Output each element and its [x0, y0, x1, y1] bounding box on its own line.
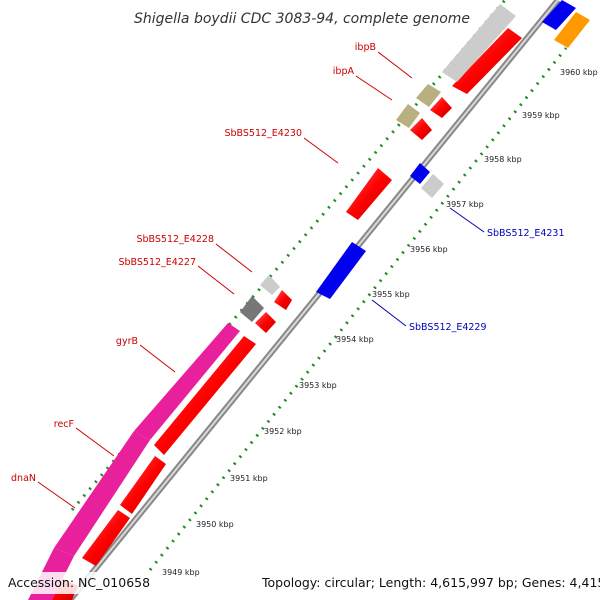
leader-ibpB — [377, 51, 413, 79]
reverse-genes — [316, 0, 590, 299]
gene-arrow-red-top — [452, 28, 522, 94]
gene-arrow-red-2 — [120, 456, 166, 514]
tick-3950: 3950 kbp — [196, 520, 234, 529]
gene-arrow-red-ibpA — [410, 118, 432, 140]
gene-arrow-red-3 — [82, 510, 130, 566]
gene-arrow-blue-top — [542, 0, 576, 30]
gene-arrow-red-gyrB — [154, 336, 256, 455]
tick-3960: 3960 kbp — [560, 68, 598, 77]
label-dnaN: dnaN — [11, 473, 36, 484]
gene-arrow-magenta-gyrB — [134, 323, 240, 440]
genome-title: Shigella boydii CDC 3083-94, complete ge… — [134, 11, 470, 27]
gene-arrow-olive-ibpB — [416, 84, 441, 107]
label-gyrB: gyrB — [116, 336, 138, 347]
forward-gene-labels: ibpB ibpA SbBS512_E4230 SbBS512_E4228 Sb… — [11, 42, 376, 484]
dotted-guide-outer — [70, 0, 507, 511]
leader-e4231 — [449, 207, 485, 233]
genome-backbone — [67, 0, 561, 600]
gene-arrow-magenta-recF — [54, 431, 150, 556]
leader-dnaN — [37, 481, 76, 509]
dotted-guide-inner — [148, 47, 568, 571]
topology-background — [256, 572, 596, 594]
tick-3958: 3958 kbp — [484, 155, 522, 164]
label-e4229: SbBS512_E4229 — [409, 322, 487, 333]
tick-3955: 3955 kbp — [372, 290, 410, 299]
gene-arrow-red-e4227 — [255, 312, 276, 333]
tick-3953: 3953 kbp — [299, 381, 337, 390]
leader-e4228 — [215, 243, 253, 273]
gene-arrow-orange-top — [554, 12, 590, 48]
gene-arrow-darkgray-e4227 — [240, 296, 264, 322]
leader-e4229 — [371, 299, 407, 327]
leader-lines — [37, 51, 485, 509]
label-e4230: SbBS512_E4230 — [224, 128, 302, 139]
accession-text: Accession: NC_010658 — [8, 575, 150, 590]
leader-e4227 — [197, 265, 235, 295]
tick-3956: 3956 kbp — [410, 245, 448, 254]
gene-arrow-blue-e4229 — [316, 242, 366, 299]
tick-3952: 3952 kbp — [264, 427, 302, 436]
forward-genes — [28, 4, 522, 600]
gene-arrow-gray-top — [442, 4, 516, 82]
gene-arrow-gray-e4231 — [421, 174, 444, 198]
gene-arrow-red-e4230 — [346, 168, 392, 220]
label-e4228: SbBS512_E4228 — [136, 234, 214, 245]
gene-arrow-olive-ibpA — [396, 104, 420, 128]
label-ibpB: ibpB — [355, 42, 376, 53]
tick-3957: 3957 kbp — [446, 200, 484, 209]
leader-recF — [75, 427, 115, 457]
leader-e4230 — [303, 137, 339, 164]
gene-arrow-red-e4228 — [274, 290, 292, 310]
reverse-gene-labels: SbBS512_E4231 SbBS512_E4229 — [409, 228, 565, 333]
tick-3954: 3954 kbp — [336, 335, 374, 344]
topology-text: Topology: circular; Length: 4,615,997 bp… — [261, 575, 600, 590]
dotted-guides — [70, 0, 568, 571]
label-e4231: SbBS512_E4231 — [487, 228, 565, 239]
tick-3951: 3951 kbp — [230, 474, 268, 483]
tick-3949: 3949 kbp — [162, 568, 200, 577]
label-ibpA: ibpA — [333, 66, 355, 77]
gene-arrow-blue-e4231 — [410, 163, 430, 184]
leader-gyrB — [139, 344, 176, 373]
tick-labels: 3949 kbp 3950 kbp 3951 kbp 3952 kbp 3953… — [162, 68, 598, 577]
label-recF: recF — [54, 419, 74, 430]
gene-arrow-red-ibpB — [430, 97, 452, 118]
label-e4227: SbBS512_E4227 — [118, 257, 196, 268]
leader-ibpA — [355, 75, 393, 101]
accession-background — [5, 572, 151, 594]
gene-arrow-gray-e4228 — [260, 275, 280, 295]
tick-3959: 3959 kbp — [522, 111, 560, 120]
